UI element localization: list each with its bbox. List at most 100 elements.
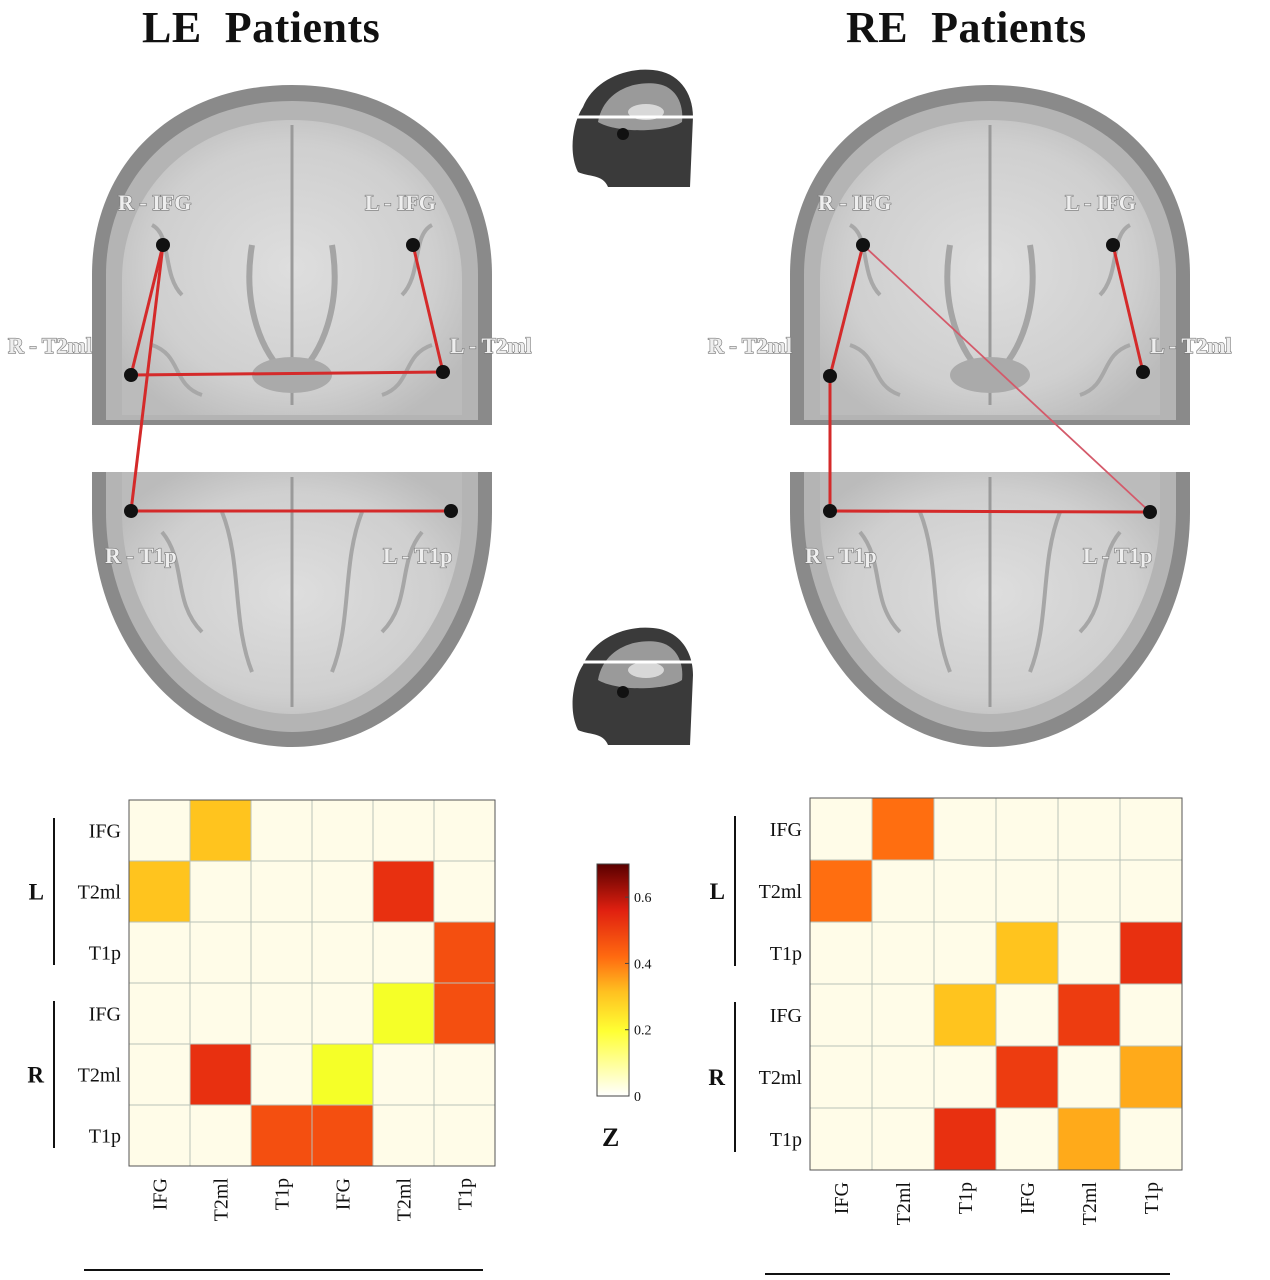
matrix-cell (128, 1043, 191, 1106)
matrix-cell (933, 1045, 997, 1109)
matrix-cell (1119, 797, 1183, 861)
matrix-cell (372, 982, 435, 1045)
matrix-cell (995, 921, 1059, 985)
edge-right-rifg-lt1p (862, 244, 1151, 513)
connectivity-matrices: IFG T2ml T1p IFG T2ml T1p IFG T2ml T1p IFG T2ml T1p… (27, 797, 1183, 1275)
node-left-lt2ml (436, 365, 450, 379)
matrix-cell (1057, 1107, 1121, 1171)
label-left-rt1p: R - T1p (105, 543, 177, 568)
matrix-cell (250, 860, 313, 923)
matrix-row-label: T1p (89, 1126, 121, 1148)
colorbar-tick-label: 0.4 (634, 957, 652, 972)
matrix-cell (1057, 797, 1121, 861)
matrix-cell (128, 982, 191, 1045)
matrix-cell (433, 982, 496, 1045)
label-left-lt2ml: L - T2ml (450, 333, 532, 358)
label-right-rt1p: R - T1p (805, 543, 877, 568)
matrix-cell (128, 860, 191, 923)
edge-left-lifg-lt2ml (411, 244, 445, 373)
matrix-row-label: T2ml (78, 1065, 122, 1087)
matrix-cell (1119, 921, 1183, 985)
matrix-frame (128, 799, 496, 1167)
matrix-cell (311, 860, 374, 923)
matrix-col-label: IFG (831, 1182, 853, 1214)
matrix-cell (995, 1107, 1059, 1171)
matrix-col-label: IFG (333, 1178, 355, 1210)
matrix-cell (1119, 1045, 1183, 1109)
matrix-cell (372, 1104, 435, 1167)
matrix-cell (809, 1107, 873, 1171)
matrix-cell (311, 1104, 374, 1167)
label-right-lt2ml: L - T2ml (1150, 333, 1232, 358)
label-right-rt2ml: R - T2ml (708, 333, 792, 358)
matrix-cell (933, 1107, 997, 1171)
matrix-cell (1119, 1107, 1183, 1171)
matrix-cell (372, 799, 435, 862)
node-left-rt2ml (124, 368, 138, 382)
matrix-col-label: IFG (150, 1178, 172, 1210)
brain-upper-slice-right (790, 85, 1190, 425)
matrix-cell (372, 921, 435, 984)
edge-left-rifg-rt1p (129, 244, 165, 512)
matrix-cell (433, 921, 496, 984)
colorbar: 0 0.2 0.4 0.6 Z (596, 863, 652, 1152)
matrix-cell (933, 983, 997, 1047)
matrix-col-label: T2ml (211, 1178, 233, 1222)
colorbar-gradient (596, 863, 630, 1097)
nodes-right (823, 238, 1157, 519)
matrix-cell (250, 799, 313, 862)
head-sagittal-icon-top (568, 69, 703, 187)
left-panel-title: LE Patients (142, 3, 381, 52)
row-group-label: R (27, 1063, 44, 1088)
label-left-lifg: L - IFG (365, 190, 436, 215)
label-right-lifg: L - IFG (1065, 190, 1136, 215)
matrix-col-label: T1p (272, 1178, 294, 1210)
row-group-label: R (708, 1065, 725, 1090)
matrix-cell (311, 982, 374, 1045)
matrix-cell (995, 983, 1059, 1047)
matrix-cell (250, 921, 313, 984)
matrix-cell (1057, 1045, 1121, 1109)
matrix-cell (433, 1043, 496, 1106)
matrix-cell (871, 859, 935, 923)
label-right-rifg: R - IFG (818, 190, 891, 215)
matrix-row-label: T1p (770, 943, 802, 965)
colorbar-tick-label: 0 (634, 1090, 641, 1105)
connections-right (828, 244, 1151, 514)
brain-lower-slice-left (90, 470, 494, 749)
matrix-col-label: T2ml (1079, 1182, 1101, 1226)
matrix-cell (189, 1104, 252, 1167)
matrix-right: IFG T2ml T1p IFG T2ml T1p IFG T2ml T1p IFG T2ml T1p… (708, 797, 1183, 1275)
label-left-rt2ml: R - T2ml (8, 333, 92, 358)
matrix-cell (372, 860, 435, 923)
matrix-left: IFG T2ml T1p IFG T2ml T1p IFG T2ml T1p IFG T2ml T1p… (27, 799, 496, 1271)
row-group-label: L (710, 879, 725, 904)
right-panel-title: RE Patients (846, 3, 1087, 52)
matrix-cell (809, 797, 873, 861)
matrix-row-label: T2ml (759, 881, 803, 903)
matrix-cell (128, 1104, 191, 1167)
matrix-cell (189, 921, 252, 984)
node-right-rt1p (823, 504, 837, 518)
matrix-col-label: IFG (1017, 1182, 1039, 1214)
matrix-frame (809, 797, 1183, 1171)
matrix-cell (189, 982, 252, 1045)
matrix-col-label: T2ml (893, 1182, 915, 1226)
matrix-col-label: T1p (455, 1178, 477, 1210)
matrix-row-label: IFG (770, 1005, 802, 1027)
edge-right-rt1p-lt1p (829, 509, 1151, 514)
label-left-rifg: R - IFG (118, 190, 191, 215)
matrix-cell (809, 983, 873, 1047)
matrix-cell (809, 859, 873, 923)
matrix-cell (871, 1107, 935, 1171)
node-right-rt2ml (823, 369, 837, 383)
matrix-cell (189, 799, 252, 862)
node-left-rt1p (124, 504, 138, 518)
row-group-label: L (29, 880, 44, 905)
node-right-lifg (1106, 238, 1120, 252)
matrix-col-label: T1p (1141, 1182, 1163, 1214)
matrix-cell (372, 1043, 435, 1106)
node-right-rifg (856, 238, 870, 252)
connections-left (129, 244, 451, 513)
edge-left-rifg-rt2ml (129, 244, 165, 376)
